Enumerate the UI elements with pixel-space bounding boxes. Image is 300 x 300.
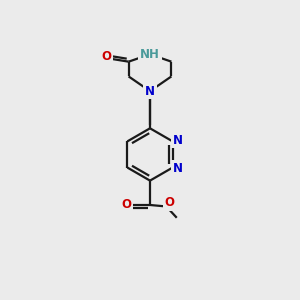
Text: O: O	[102, 50, 112, 63]
Text: O: O	[164, 196, 174, 209]
Text: NH: NH	[140, 48, 160, 61]
Text: N: N	[172, 162, 182, 175]
Text: N: N	[145, 85, 155, 98]
Text: O: O	[121, 199, 131, 212]
Text: N: N	[172, 134, 182, 147]
